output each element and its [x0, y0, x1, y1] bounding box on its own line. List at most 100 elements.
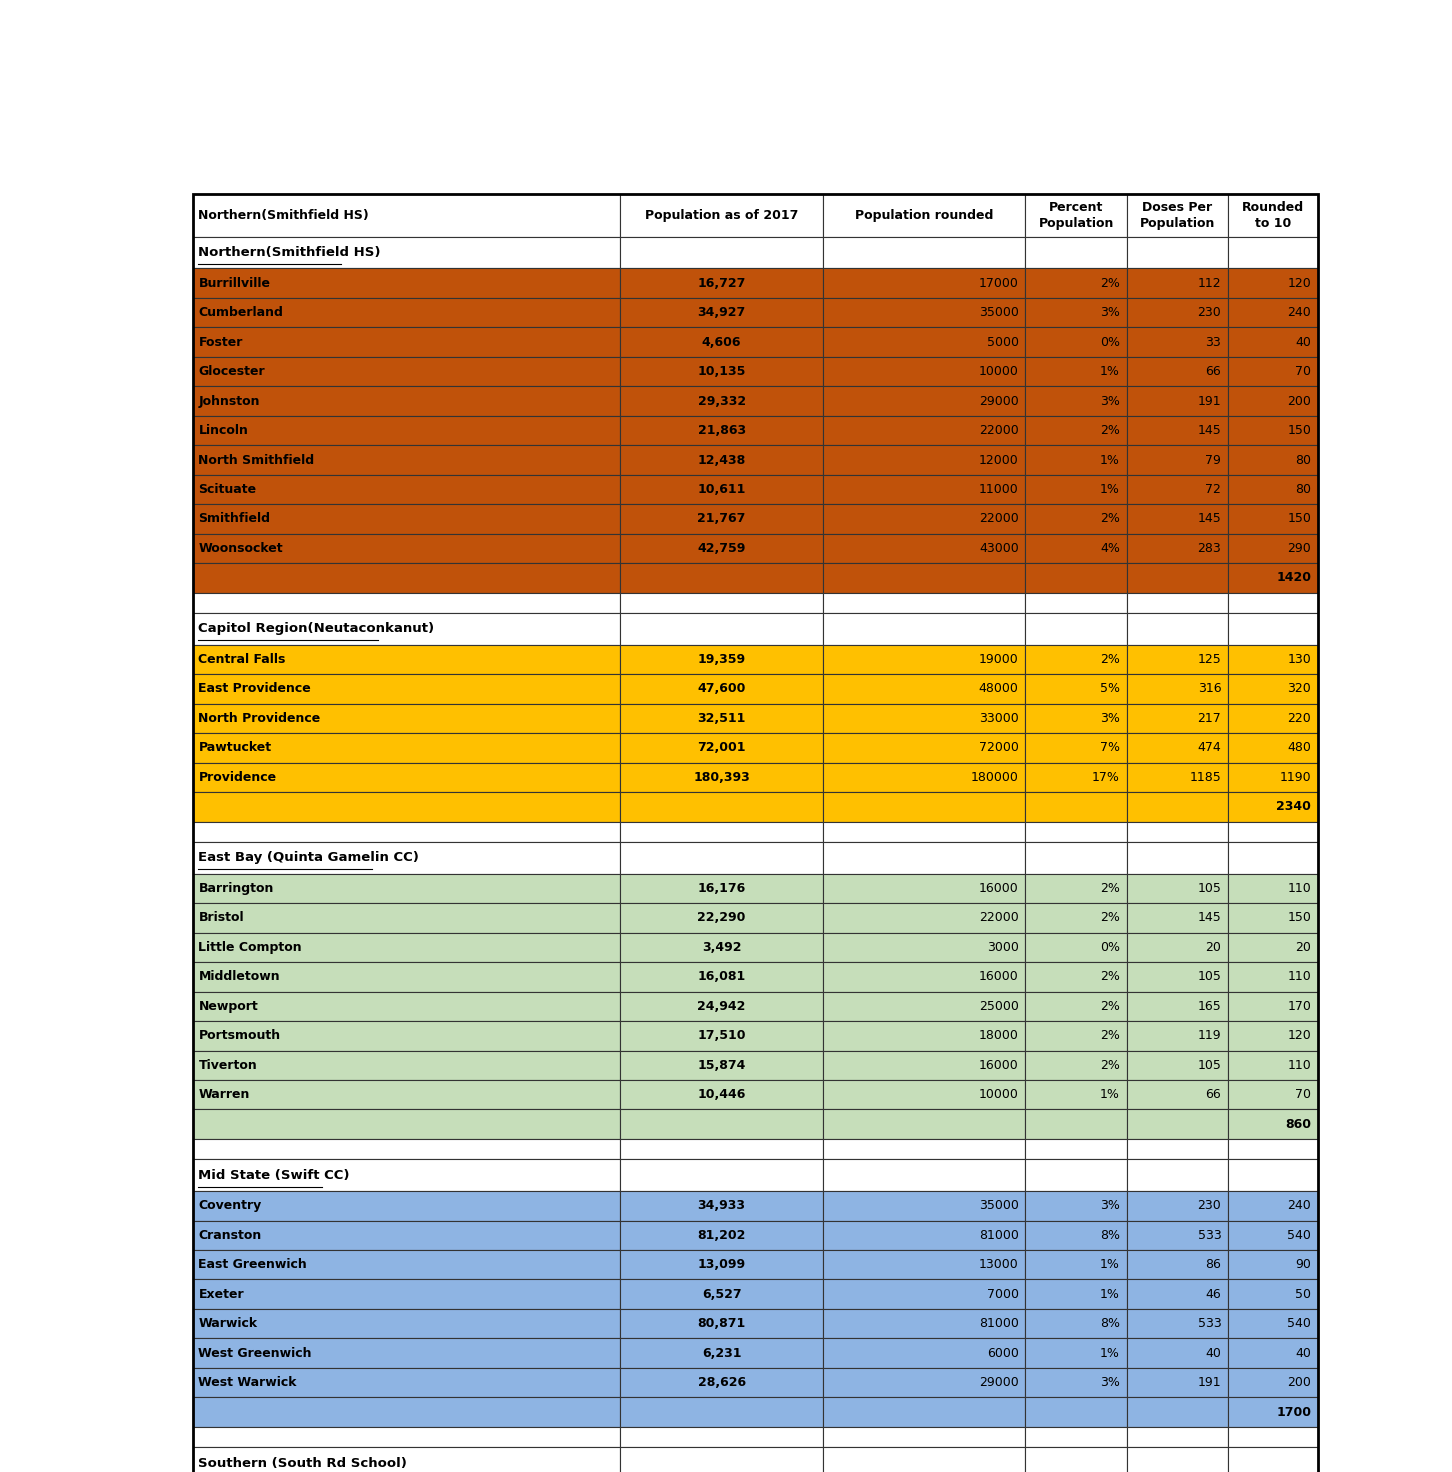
FancyBboxPatch shape — [620, 297, 823, 327]
Text: 5000: 5000 — [987, 336, 1019, 349]
FancyBboxPatch shape — [1127, 1367, 1228, 1397]
Text: 24,942: 24,942 — [697, 999, 746, 1013]
Text: 1%: 1% — [1101, 1288, 1119, 1301]
FancyBboxPatch shape — [1127, 933, 1228, 963]
Text: 50: 50 — [1295, 1288, 1311, 1301]
FancyBboxPatch shape — [823, 475, 1025, 505]
Text: 220: 220 — [1288, 712, 1311, 724]
FancyBboxPatch shape — [823, 733, 1025, 762]
FancyBboxPatch shape — [1127, 1220, 1228, 1250]
Text: Scituate: Scituate — [199, 483, 257, 496]
FancyBboxPatch shape — [823, 1367, 1025, 1397]
Text: 2%: 2% — [1101, 911, 1119, 924]
FancyBboxPatch shape — [1127, 475, 1228, 505]
FancyBboxPatch shape — [1127, 904, 1228, 933]
FancyBboxPatch shape — [193, 415, 620, 445]
FancyBboxPatch shape — [193, 733, 620, 762]
FancyBboxPatch shape — [1127, 963, 1228, 992]
FancyBboxPatch shape — [1228, 1160, 1318, 1191]
Text: 72,001: 72,001 — [697, 742, 746, 754]
FancyBboxPatch shape — [1127, 1309, 1228, 1338]
FancyBboxPatch shape — [1025, 1426, 1127, 1447]
Text: 2%: 2% — [1101, 654, 1119, 665]
Text: 35000: 35000 — [979, 306, 1019, 319]
Text: 1%: 1% — [1101, 483, 1119, 496]
FancyBboxPatch shape — [193, 593, 620, 612]
Text: 0%: 0% — [1101, 941, 1119, 954]
FancyBboxPatch shape — [193, 1191, 620, 1220]
FancyBboxPatch shape — [193, 327, 620, 356]
Text: 320: 320 — [1288, 683, 1311, 695]
FancyBboxPatch shape — [193, 564, 620, 593]
Text: 474: 474 — [1198, 742, 1221, 754]
Text: Doses Per
Population: Doses Per Population — [1140, 200, 1215, 230]
FancyBboxPatch shape — [193, 297, 620, 327]
FancyBboxPatch shape — [193, 645, 620, 674]
Text: 10,611: 10,611 — [697, 483, 746, 496]
FancyBboxPatch shape — [1127, 674, 1228, 704]
Text: West Warwick: West Warwick — [199, 1376, 296, 1390]
Text: 290: 290 — [1288, 542, 1311, 555]
Text: 1%: 1% — [1101, 1347, 1119, 1360]
FancyBboxPatch shape — [1228, 1250, 1318, 1279]
FancyBboxPatch shape — [1228, 733, 1318, 762]
FancyBboxPatch shape — [1025, 297, 1127, 327]
FancyBboxPatch shape — [1025, 415, 1127, 445]
FancyBboxPatch shape — [823, 1447, 1025, 1472]
FancyBboxPatch shape — [823, 534, 1025, 564]
FancyBboxPatch shape — [1025, 992, 1127, 1022]
FancyBboxPatch shape — [193, 1022, 620, 1051]
FancyBboxPatch shape — [1025, 1367, 1127, 1397]
FancyBboxPatch shape — [1127, 992, 1228, 1022]
Text: Population as of 2017: Population as of 2017 — [645, 209, 799, 222]
FancyBboxPatch shape — [1025, 1051, 1127, 1080]
Text: 150: 150 — [1288, 512, 1311, 526]
FancyBboxPatch shape — [620, 1338, 823, 1367]
FancyBboxPatch shape — [1228, 1022, 1318, 1051]
Text: 29000: 29000 — [979, 1376, 1019, 1390]
FancyBboxPatch shape — [823, 194, 1025, 237]
FancyBboxPatch shape — [1228, 297, 1318, 327]
Text: 81000: 81000 — [979, 1317, 1019, 1331]
FancyBboxPatch shape — [193, 445, 620, 475]
FancyBboxPatch shape — [823, 674, 1025, 704]
FancyBboxPatch shape — [1025, 356, 1127, 386]
FancyBboxPatch shape — [620, 733, 823, 762]
FancyBboxPatch shape — [1127, 356, 1228, 386]
FancyBboxPatch shape — [823, 237, 1025, 268]
FancyBboxPatch shape — [1228, 704, 1318, 733]
FancyBboxPatch shape — [193, 674, 620, 704]
Text: Mid State (Swift CC): Mid State (Swift CC) — [199, 1169, 350, 1182]
Text: 217: 217 — [1198, 712, 1221, 724]
FancyBboxPatch shape — [1127, 762, 1228, 792]
Text: 33: 33 — [1205, 336, 1221, 349]
FancyBboxPatch shape — [193, 505, 620, 534]
Text: 6,231: 6,231 — [701, 1347, 742, 1360]
Text: Cranston: Cranston — [199, 1229, 261, 1242]
FancyBboxPatch shape — [1228, 792, 1318, 821]
Text: 17,510: 17,510 — [697, 1029, 746, 1042]
FancyBboxPatch shape — [1228, 327, 1318, 356]
Text: 119: 119 — [1198, 1029, 1221, 1042]
FancyBboxPatch shape — [620, 1191, 823, 1220]
FancyBboxPatch shape — [1228, 445, 1318, 475]
Text: 66: 66 — [1205, 1088, 1221, 1101]
FancyBboxPatch shape — [823, 564, 1025, 593]
FancyBboxPatch shape — [823, 505, 1025, 534]
Text: 80: 80 — [1295, 483, 1311, 496]
Text: 25000: 25000 — [979, 999, 1019, 1013]
Text: Rounded
to 10: Rounded to 10 — [1241, 200, 1304, 230]
FancyBboxPatch shape — [823, 612, 1025, 645]
FancyBboxPatch shape — [620, 612, 823, 645]
FancyBboxPatch shape — [1025, 704, 1127, 733]
Text: 8%: 8% — [1101, 1229, 1119, 1242]
Text: 16,176: 16,176 — [697, 882, 746, 895]
Text: Cumberland: Cumberland — [199, 306, 283, 319]
Text: Exeter: Exeter — [199, 1288, 244, 1301]
FancyBboxPatch shape — [823, 1139, 1025, 1160]
Text: 165: 165 — [1198, 999, 1221, 1013]
FancyBboxPatch shape — [823, 1279, 1025, 1309]
FancyBboxPatch shape — [1228, 1309, 1318, 1338]
FancyBboxPatch shape — [1025, 1338, 1127, 1367]
FancyBboxPatch shape — [1228, 904, 1318, 933]
